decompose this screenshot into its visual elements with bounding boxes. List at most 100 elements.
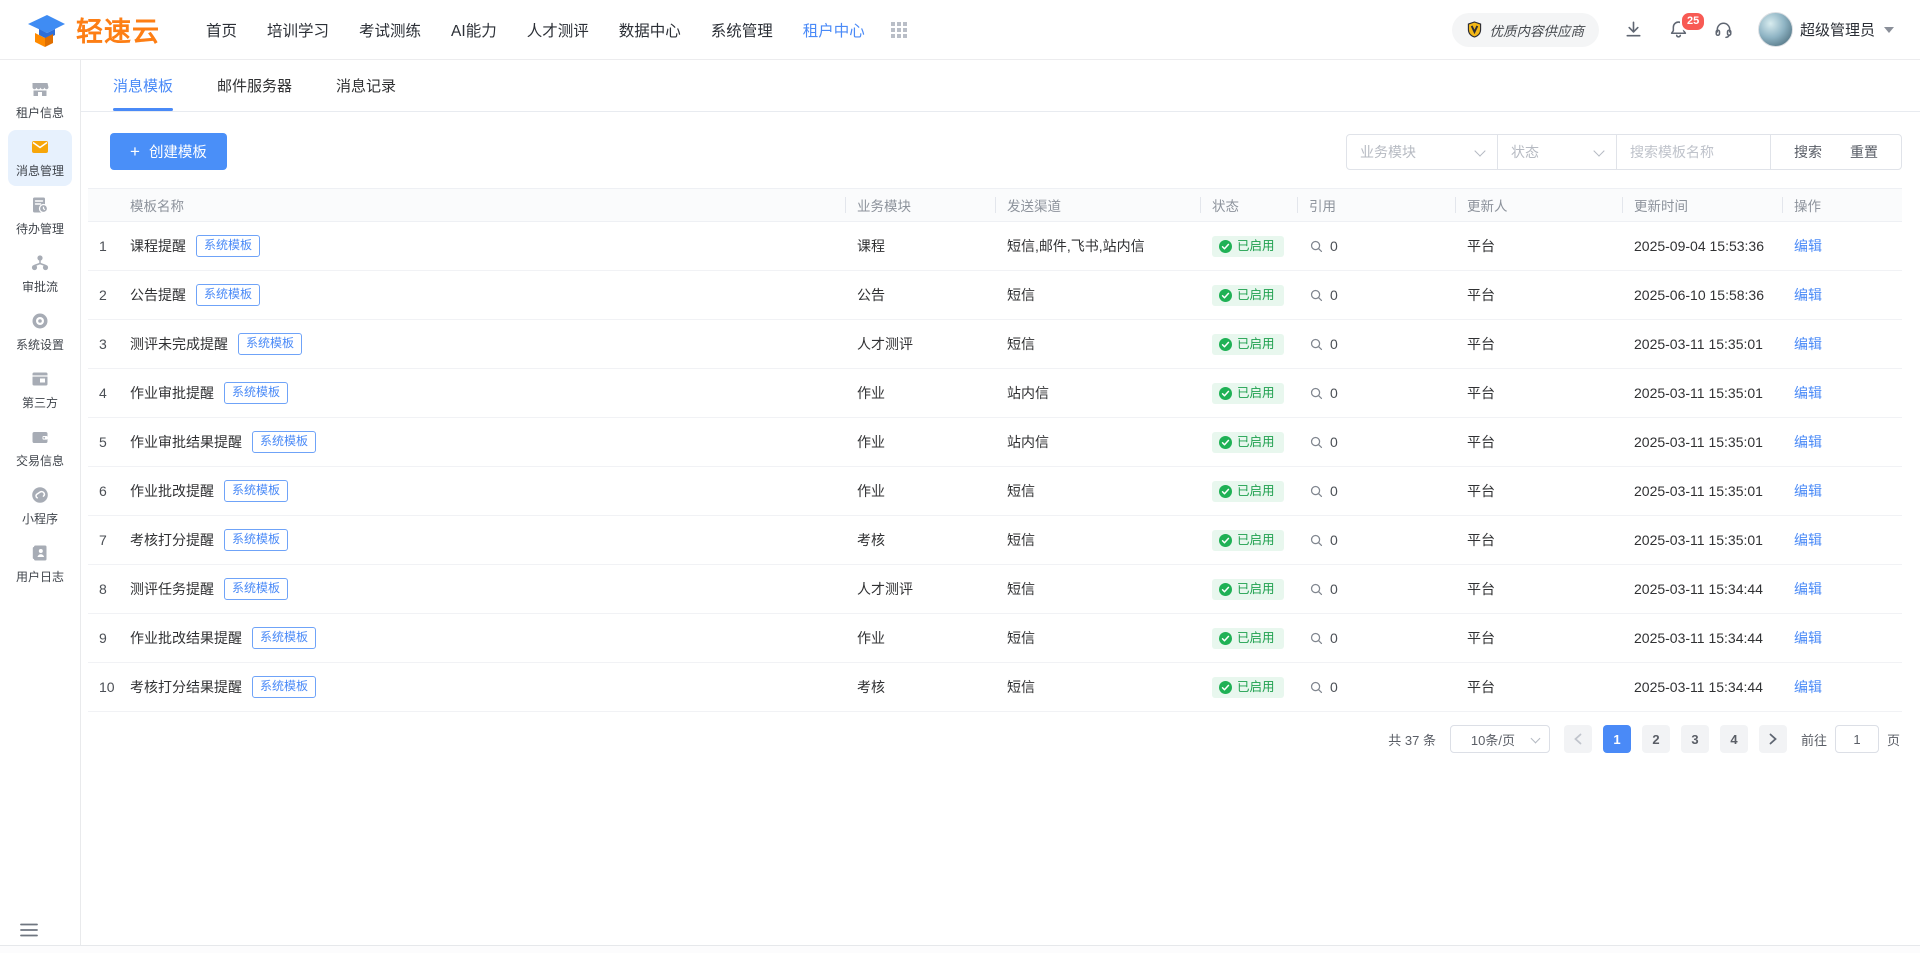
sidebar-item-approval-flow[interactable]: 审批流 — [8, 246, 72, 302]
refs-cell[interactable]: 0 — [1297, 630, 1455, 646]
check-circle-icon — [1219, 337, 1232, 351]
template-search-field — [1616, 133, 1771, 170]
user-log-icon — [30, 543, 50, 563]
menu-item-首页[interactable]: 首页 — [206, 22, 238, 40]
table-row: 7 考核打分提醒 系统模板 考核 短信 已启用 0 平台 2025-03-11 15:35:01… — [88, 516, 1902, 565]
search-input[interactable] — [1617, 134, 1770, 169]
edit-link[interactable]: 编辑 — [1794, 238, 1822, 254]
refs-cell[interactable]: 0 — [1297, 679, 1455, 695]
create-template-button[interactable]: + 创建模板 — [110, 133, 227, 170]
refs-cell[interactable]: 0 — [1297, 336, 1455, 352]
table-row: 1 课程提醒 系统模板 课程 短信,邮件,飞书,站内信 已启用 0 平台 2025-09-04 … — [88, 222, 1902, 271]
updater-cell: 平台 — [1467, 287, 1495, 303]
pagination-next-button[interactable] — [1758, 725, 1787, 753]
module-filter-select[interactable]: 业务模块 — [1346, 133, 1498, 170]
sidebar-item-todo-management[interactable]: 待办管理 — [8, 188, 72, 244]
refs-cell[interactable]: 0 — [1297, 581, 1455, 597]
sidebar-item-tenant-info[interactable]: 租户信息 — [8, 72, 72, 128]
status-badge: 已启用 — [1212, 382, 1284, 404]
page-button-4[interactable]: 4 — [1719, 725, 1748, 753]
refs-cell[interactable]: 0 — [1297, 385, 1455, 401]
sidebar-item-message-management[interactable]: 消息管理 — [8, 130, 72, 186]
menu-item-数据中心[interactable]: 数据中心 — [618, 22, 681, 40]
ref-count: 0 — [1330, 630, 1338, 646]
template-name-cell: 课程提醒 系统模板 — [126, 235, 845, 257]
magnifier-icon — [1310, 338, 1323, 350]
sidebar-item-user-log[interactable]: 用户日志 — [8, 536, 72, 592]
edit-link[interactable]: 编辑 — [1794, 581, 1822, 597]
filter-bar: 业务模块 状态 搜索 重置 — [1346, 133, 1902, 170]
menu-item-租户中心[interactable]: 租户中心 — [802, 22, 865, 40]
edit-link[interactable]: 编辑 — [1794, 630, 1822, 646]
edit-link[interactable]: 编辑 — [1794, 679, 1822, 695]
status-badge: 已启用 — [1212, 431, 1284, 453]
sidebar-collapse-icon[interactable] — [20, 923, 38, 937]
refs-cell[interactable]: 0 — [1297, 238, 1455, 254]
refs-cell[interactable]: 0 — [1297, 532, 1455, 548]
sidebar-item-transaction-info[interactable]: 交易信息 — [8, 420, 72, 476]
edit-link[interactable]: 编辑 — [1794, 532, 1822, 548]
edit-link[interactable]: 编辑 — [1794, 287, 1822, 303]
brand[interactable]: 轻速云 — [24, 10, 160, 49]
updater-cell: 平台 — [1467, 630, 1495, 646]
search-button[interactable]: 搜索 — [1794, 143, 1822, 160]
page-size-select[interactable]: 10条/页 — [1449, 725, 1550, 753]
sidebar-item-third-party[interactable]: 第三方 — [8, 362, 72, 418]
templates-table: 模板名称 业务模块 发送渠道 状态 引用 更新人 更新时间 操作 1 课程提醒 系统模板 课程 短信,… — [88, 188, 1902, 712]
sidebar-item-mini-program[interactable]: 小程序 — [8, 478, 72, 534]
check-circle-icon — [1219, 631, 1232, 645]
ref-count: 0 — [1330, 483, 1338, 499]
sidebar-item-label: 用户日志 — [15, 570, 64, 584]
template-name-cell: 作业批改结果提醒 系统模板 — [126, 627, 845, 649]
status-badge: 已启用 — [1212, 578, 1284, 600]
module-cell: 公告 — [857, 287, 885, 303]
support-headset-icon[interactable] — [1713, 19, 1734, 40]
template-name-cell: 作业审批结果提醒 系统模板 — [126, 431, 845, 453]
sidebar-item-label: 交易信息 — [15, 454, 64, 468]
edit-link[interactable]: 编辑 — [1794, 483, 1822, 499]
column-header: 状态 — [1200, 195, 1297, 215]
menu-item-AI能力[interactable]: AI能力 — [451, 22, 497, 40]
tenant-info-icon — [30, 79, 50, 99]
menu-item-培训学习[interactable]: 培训学习 — [267, 22, 330, 40]
pagination-prev-button[interactable] — [1563, 725, 1592, 753]
status-cell: 已启用 — [1200, 578, 1297, 600]
table-row: 5 作业审批结果提醒 系统模板 作业 站内信 已启用 0 平台 2025-03-11 15:35… — [88, 418, 1902, 467]
status-cell: 已启用 — [1200, 529, 1297, 551]
page-size-value: 10条/页 — [1470, 732, 1515, 748]
goto-page-input[interactable] — [1834, 725, 1879, 753]
page-button-3[interactable]: 3 — [1680, 725, 1709, 753]
apps-grid-icon[interactable] — [890, 21, 907, 38]
check-circle-icon — [1219, 582, 1232, 596]
updater-cell: 平台 — [1467, 434, 1495, 450]
sidebar-item-system-settings[interactable]: 系统设置 — [8, 304, 72, 360]
tab-消息模板[interactable]: 消息模板 — [113, 60, 174, 111]
edit-link[interactable]: 编辑 — [1794, 385, 1822, 401]
notifications-bell-icon[interactable]: 25 — [1668, 11, 1707, 40]
reset-button[interactable]: 重置 — [1850, 143, 1878, 160]
refs-cell[interactable]: 0 — [1297, 483, 1455, 499]
status-badge: 已启用 — [1212, 333, 1284, 355]
status-cell: 已启用 — [1200, 431, 1297, 453]
menu-item-系统管理[interactable]: 系统管理 — [710, 22, 773, 40]
status-filter-select[interactable]: 状态 — [1497, 133, 1617, 170]
refs-cell[interactable]: 0 — [1297, 434, 1455, 450]
action-cell: 编辑 — [1782, 579, 1902, 599]
edit-link[interactable]: 编辑 — [1794, 434, 1822, 450]
refs-cell[interactable]: 0 — [1297, 287, 1455, 303]
template-name: 考核打分结果提醒 — [130, 679, 242, 695]
menu-item-考试测练[interactable]: 考试测练 — [359, 22, 422, 40]
updater-cell: 平台 — [1467, 238, 1495, 254]
tab-消息记录[interactable]: 消息记录 — [336, 78, 397, 95]
table-row: 8 测评任务提醒 系统模板 人才测评 短信 已启用 0 平台 2025-03-11 15:34:… — [88, 565, 1902, 614]
edit-link[interactable]: 编辑 — [1794, 336, 1822, 352]
main-content: 消息模板 邮件服务器 消息记录 + 创建模板 业务模块 状态 — [81, 60, 1920, 953]
user-menu[interactable]: 超级管理员 — [1757, 12, 1894, 47]
brand-logo-icon — [28, 14, 65, 47]
status-filter-placeholder: 状态 — [1511, 143, 1539, 160]
menu-item-人才测评[interactable]: 人才测评 — [526, 22, 589, 40]
download-icon[interactable] — [1623, 19, 1644, 40]
page-button-2[interactable]: 2 — [1641, 725, 1670, 753]
page-button-1[interactable]: 1 — [1602, 725, 1631, 753]
tab-邮件服务器[interactable]: 邮件服务器 — [217, 78, 293, 95]
